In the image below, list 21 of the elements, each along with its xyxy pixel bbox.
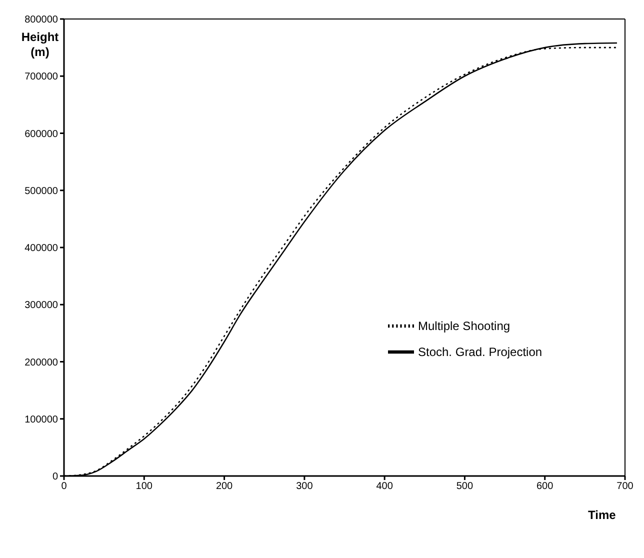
x-tick-label: 100 <box>136 481 153 492</box>
y-tick-label: 200000 <box>24 357 58 368</box>
x-tick-label: 300 <box>296 481 314 492</box>
legend-label: Multiple Shooting <box>418 319 510 334</box>
x-tick-label: 700 <box>616 481 634 492</box>
legend-label: Stoch. Grad. Projection <box>418 345 542 360</box>
y-tick-label: 0 <box>52 472 58 483</box>
x-tick-label: 200 <box>216 481 234 492</box>
x-tick-label: 0 <box>61 481 68 492</box>
y-tick-label: 500000 <box>24 186 58 197</box>
y-tick-label: 800000 <box>24 14 58 26</box>
y-tick-label: 300000 <box>24 300 58 312</box>
y-tick-label: 100000 <box>24 414 58 426</box>
x-tick-label: 400 <box>376 481 394 492</box>
y-axis-title: Height (m) <box>20 30 60 60</box>
x-tick-label: 600 <box>536 481 554 492</box>
y-tick-label: 600000 <box>24 128 58 140</box>
y-tick-label: 700000 <box>24 72 58 83</box>
x-tick-label: 500 <box>456 481 474 492</box>
y-tick-label: 400000 <box>24 243 58 254</box>
x-axis-title: Time <box>588 508 616 522</box>
